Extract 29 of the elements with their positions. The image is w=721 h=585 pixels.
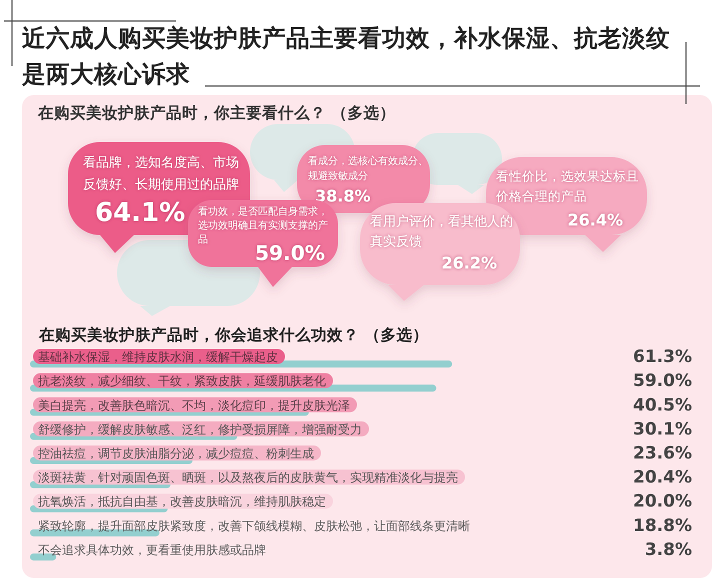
data-label: 64.1% bbox=[95, 198, 186, 228]
y-tick-label: 控油祛痘，调节皮肤油脂分泌，减少痘痘、粉刺生成 bbox=[38, 446, 314, 460]
y-tick-label: 抗氧焕活，抵抗自由基，改善皮肤暗沉，维持肌肤稳定 bbox=[38, 494, 326, 509]
data-label: 26.4% bbox=[567, 210, 623, 230]
category-label: 看品牌，选知名度高、市场反馈好、长期使用过的品牌 bbox=[83, 154, 239, 192]
data-label: 23.6% bbox=[633, 444, 692, 464]
y-tick-label: 抗老淡纹，减少细纹、干纹，紧致皮肤，延缓肌肤老化 bbox=[38, 374, 326, 388]
y-tick-label: 不会追求具体功效，更看重使用肤感或品牌 bbox=[38, 542, 266, 557]
y-tick-label: 舒缓修护，缓解皮肤敏感、泛红，修护受损屏障，增强耐受力 bbox=[38, 422, 362, 436]
data-label: 30.1% bbox=[633, 419, 692, 440]
y-tick-label: 美白提亮，改善肤色暗沉、不均，淡化痘印，提升皮肤光泽 bbox=[38, 398, 350, 412]
data-label: 26.2% bbox=[441, 254, 497, 272]
data-label: 38.8% bbox=[315, 186, 371, 206]
data-label: 40.5% bbox=[633, 395, 692, 416]
text: 在购买美妆护肤产品时，你主要看什么？ （多选） bbox=[37, 103, 396, 122]
data-label: 61.3% bbox=[633, 347, 692, 368]
y-tick-label: 基础补水保湿，维持皮肤水润，缓解干燥起皮 bbox=[38, 350, 278, 364]
y-tick-label: 淡斑祛黄，针对顽固色斑、晒斑，以及熬夜后的皮肤黄气，实现精准淡化与提亮 bbox=[38, 470, 458, 485]
data-label: 59.0% bbox=[633, 371, 692, 392]
text: 近六成人购买美妆护肤产品主要看功效，补水保湿、抗老淡纹是两大核心诉求 bbox=[21, 24, 670, 88]
data-label: 20.4% bbox=[633, 468, 692, 488]
chart-title: 在购买美妆护肤产品时，你会追求什么功效？ （多选） bbox=[38, 325, 428, 344]
y-tick-label: 紧致轮廓，提升面部皮肤紧致度，改善下颌线模糊、皮肤松弛，让面部线条更清晰 bbox=[38, 518, 470, 533]
data-label: 20.0% bbox=[633, 492, 692, 512]
category-label: 看成分，选核心有效成分、规避致敏成分 bbox=[308, 155, 428, 182]
category-label: 看性价比，选效果达标且价格合理的产品 bbox=[495, 168, 639, 204]
data-label: 3.8% bbox=[644, 540, 692, 560]
data-label: 18.8% bbox=[633, 516, 692, 536]
category-label: 看用户评价，看其他人的真实反馈 bbox=[370, 214, 513, 250]
